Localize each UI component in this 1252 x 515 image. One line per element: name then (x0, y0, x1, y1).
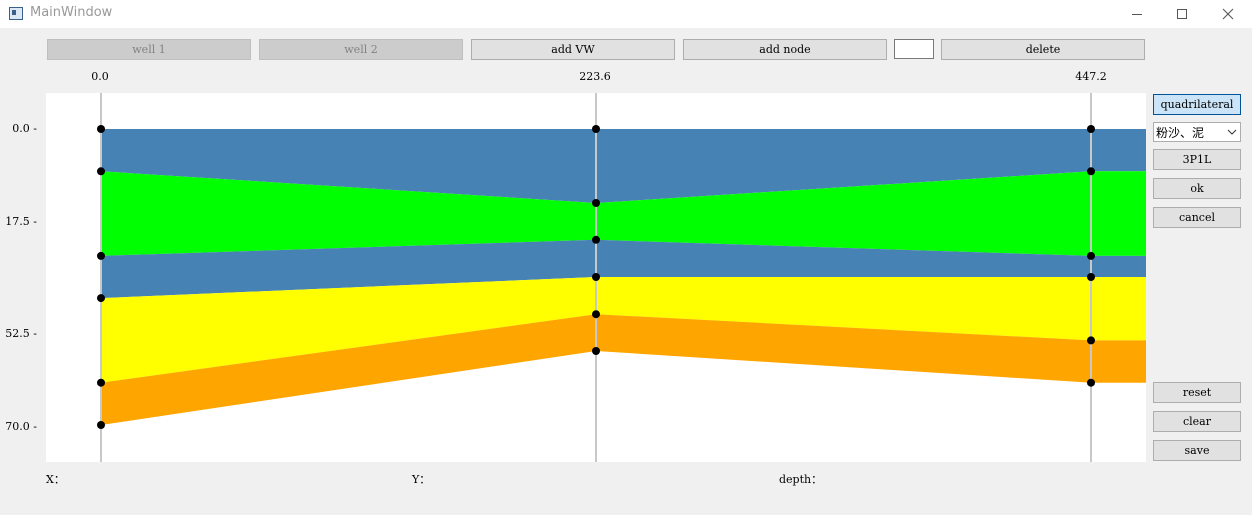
lithology-select-value: 粉沙、泥 (1156, 125, 1205, 140)
quadrilateral-button[interactable]: quadrilateral (1153, 94, 1241, 115)
node-point[interactable] (1087, 125, 1095, 133)
maximize-button[interactable] (1159, 0, 1205, 28)
well1-button[interactable]: well 1 (47, 39, 251, 60)
layer-5[interactable] (101, 314, 1146, 425)
node-point[interactable] (97, 125, 105, 133)
ok-button[interactable]: ok (1153, 178, 1241, 199)
app-window-icon (9, 7, 23, 20)
save-button[interactable]: save (1153, 440, 1241, 461)
cross-section-plot[interactable] (46, 93, 1146, 462)
depth-tick-label: 0.0 - (12, 122, 37, 135)
x-tick-label: 447.2 (1075, 70, 1107, 83)
well2-button[interactable]: well 2 (259, 39, 463, 60)
layer-4[interactable] (101, 277, 1146, 383)
code-button[interactable]: 3P1L (1153, 149, 1241, 170)
depth-tick-label: 52.5 - (5, 327, 37, 340)
title-bar: MainWindow (0, 0, 1252, 28)
node-point[interactable] (1087, 336, 1095, 345)
reset-button[interactable]: reset (1153, 382, 1241, 403)
y-coordinate-label: Y： (412, 473, 431, 486)
node-point[interactable] (97, 251, 105, 260)
depth-tick-label: 17.5 - (5, 215, 37, 228)
minimize-icon (1132, 14, 1142, 15)
node-point[interactable] (592, 235, 600, 244)
cancel-button[interactable]: cancel (1153, 207, 1241, 228)
node-point[interactable] (97, 378, 105, 387)
node-point[interactable] (592, 199, 600, 207)
depth-label: depth： (779, 473, 823, 486)
window-title: MainWindow (30, 5, 113, 20)
lithology-select[interactable]: 粉沙、泥 (1153, 122, 1241, 142)
close-icon (1222, 8, 1234, 20)
layer-1[interactable] (101, 129, 1146, 203)
depth-tick-label: 70.0 - (5, 420, 37, 433)
layers-group (101, 129, 1146, 425)
node-point[interactable] (97, 421, 105, 429)
node-point[interactable] (592, 125, 600, 133)
layer-2[interactable] (101, 171, 1146, 256)
node-point[interactable] (1087, 378, 1095, 387)
node-point[interactable] (592, 347, 600, 355)
close-button[interactable] (1205, 0, 1251, 28)
chevron-down-icon (1227, 129, 1237, 135)
x-tick-label: 223.6 (579, 70, 611, 83)
add-vw-button[interactable]: add VW (471, 39, 675, 60)
node-point[interactable] (1087, 167, 1095, 176)
maximize-icon (1177, 9, 1187, 19)
add-node-button[interactable]: add node (683, 39, 887, 60)
nodes-group (97, 125, 1095, 429)
delete-button[interactable]: delete (941, 39, 1145, 60)
node-point[interactable] (1087, 273, 1095, 281)
x-coordinate-label: X： (46, 473, 65, 486)
clear-button[interactable]: clear (1153, 411, 1241, 432)
x-tick-label: 0.0 (91, 70, 109, 83)
minimize-button[interactable] (1114, 0, 1160, 28)
node-point[interactable] (592, 310, 600, 319)
value-input[interactable] (894, 39, 934, 59)
node-point[interactable] (97, 167, 105, 176)
node-point[interactable] (97, 294, 105, 303)
node-point[interactable] (1087, 251, 1095, 260)
node-point[interactable] (592, 273, 600, 281)
layer-3[interactable] (101, 239, 1146, 299)
